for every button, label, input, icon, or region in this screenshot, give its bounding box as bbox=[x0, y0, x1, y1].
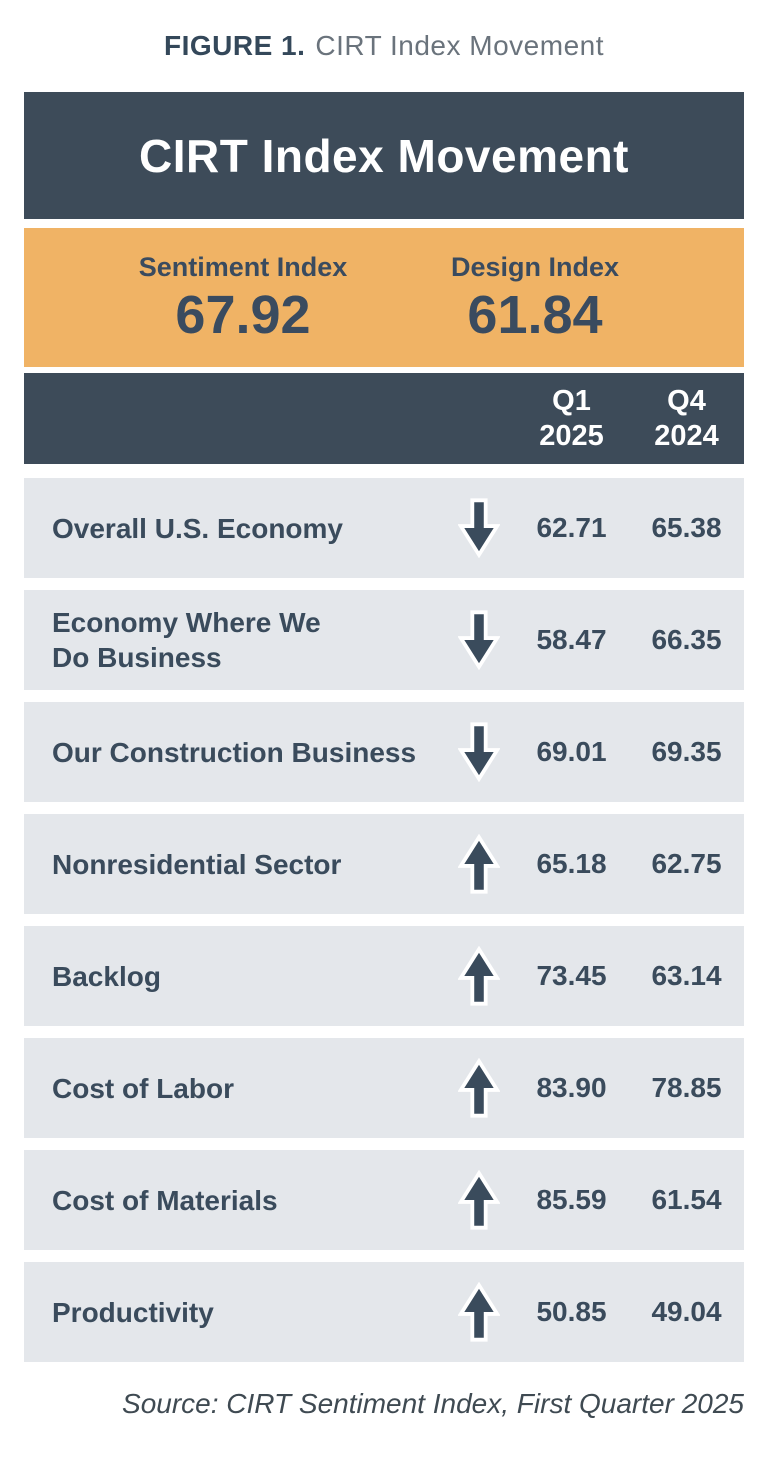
down-arrow-icon bbox=[458, 722, 500, 782]
table-row: Overall U.S. Economy 62.71 65.38 bbox=[24, 478, 744, 578]
table-row: Our Construction Business 69.01 69.35 bbox=[24, 702, 744, 802]
q4-value: 66.35 bbox=[651, 624, 722, 655]
q1-value: 50.85 bbox=[536, 1296, 607, 1327]
sentiment-index-label: Sentiment Index bbox=[138, 251, 348, 282]
card-title: CIRT Index Movement bbox=[138, 129, 629, 182]
q4-value: 65.38 bbox=[651, 512, 722, 543]
arrow-cell bbox=[444, 1282, 514, 1342]
q1-value: 69.01 bbox=[536, 736, 607, 767]
q1-value: 73.45 bbox=[536, 960, 607, 991]
down-arrow-icon bbox=[458, 498, 500, 558]
row-label: Nonresidential Sector bbox=[52, 848, 342, 880]
arrow-cell bbox=[444, 946, 514, 1006]
q4-value: 69.35 bbox=[651, 736, 722, 767]
table-row: Cost of Materials 85.59 61.54 bbox=[24, 1150, 744, 1250]
column-q4-line2: 2024 bbox=[654, 419, 719, 452]
q4-value: 78.85 bbox=[651, 1072, 722, 1103]
q1-value: 65.18 bbox=[536, 848, 607, 879]
up-arrow-icon bbox=[458, 1282, 500, 1342]
row-label: Economy Where We Do Business bbox=[52, 607, 321, 673]
figure-caption-prefix: FIGURE 1. bbox=[163, 30, 306, 61]
summary-band: Sentiment Index 67.92 Design Index 61.84 bbox=[24, 228, 744, 367]
table-row: Productivity 50.85 49.04 bbox=[24, 1262, 744, 1362]
q4-value: 62.75 bbox=[651, 848, 722, 879]
arrow-cell bbox=[444, 1170, 514, 1230]
arrow-cell bbox=[444, 1058, 514, 1118]
column-header-band: Q1 2025 Q4 2024 bbox=[24, 373, 744, 464]
summary-item-design: Design Index 61.84 bbox=[390, 228, 680, 367]
column-q4-line1: Q4 bbox=[667, 384, 706, 417]
row-label: Cost of Labor bbox=[52, 1072, 234, 1104]
table-row: Backlog 73.45 63.14 bbox=[24, 926, 744, 1026]
table-row: Economy Where We Do Business 58.47 66.35 bbox=[24, 590, 744, 690]
row-label: Cost of Materials bbox=[52, 1184, 278, 1216]
sentiment-index-value: 67.92 bbox=[175, 284, 311, 345]
arrow-cell bbox=[444, 722, 514, 782]
column-q1-line2: 2025 bbox=[539, 419, 604, 452]
q1-value: 62.71 bbox=[536, 512, 607, 543]
figure-caption-title: CIRT Index Movement bbox=[315, 30, 604, 61]
q4-value: 61.54 bbox=[651, 1184, 722, 1215]
up-arrow-icon bbox=[458, 834, 500, 894]
rows: Overall U.S. Economy 62.71 65.38 Economy… bbox=[24, 478, 744, 1362]
up-arrow-icon bbox=[458, 1170, 500, 1230]
column-q1-line1: Q1 bbox=[552, 384, 591, 417]
q4-value: 63.14 bbox=[651, 960, 722, 991]
row-label: Our Construction Business bbox=[52, 736, 417, 768]
design-index-value: 61.84 bbox=[467, 284, 603, 345]
down-arrow-icon bbox=[458, 610, 500, 670]
q1-value: 58.47 bbox=[536, 624, 607, 655]
column-q4-2024: Q4 2024 bbox=[629, 384, 744, 454]
q4-value: 49.04 bbox=[651, 1296, 722, 1327]
row-label: Backlog bbox=[52, 960, 161, 992]
arrow-cell bbox=[444, 610, 514, 670]
up-arrow-icon bbox=[458, 946, 500, 1006]
row-label: Overall U.S. Economy bbox=[52, 512, 343, 544]
up-arrow-icon bbox=[458, 1058, 500, 1118]
source-line: Source: CIRT Sentiment Index, First Quar… bbox=[122, 1388, 744, 1419]
card-header: CIRT Index Movement bbox=[24, 92, 744, 219]
table-row: Cost of Labor 83.90 78.85 bbox=[24, 1038, 744, 1138]
column-q1-2025: Q1 2025 bbox=[514, 384, 629, 454]
arrow-cell bbox=[444, 498, 514, 558]
design-index-label: Design Index bbox=[450, 251, 620, 282]
q1-value: 83.90 bbox=[536, 1072, 607, 1103]
q1-value: 85.59 bbox=[536, 1184, 607, 1215]
arrow-cell bbox=[444, 834, 514, 894]
figure-caption: FIGURE 1. CIRT Index Movement bbox=[0, 0, 768, 92]
cirt-index-card: CIRT Index Movement Sentiment Index 67.9… bbox=[24, 92, 744, 1362]
row-label: Productivity bbox=[52, 1296, 214, 1328]
summary-item-sentiment: Sentiment Index 67.92 bbox=[98, 228, 388, 367]
table-row: Nonresidential Sector 65.18 62.75 bbox=[24, 814, 744, 914]
